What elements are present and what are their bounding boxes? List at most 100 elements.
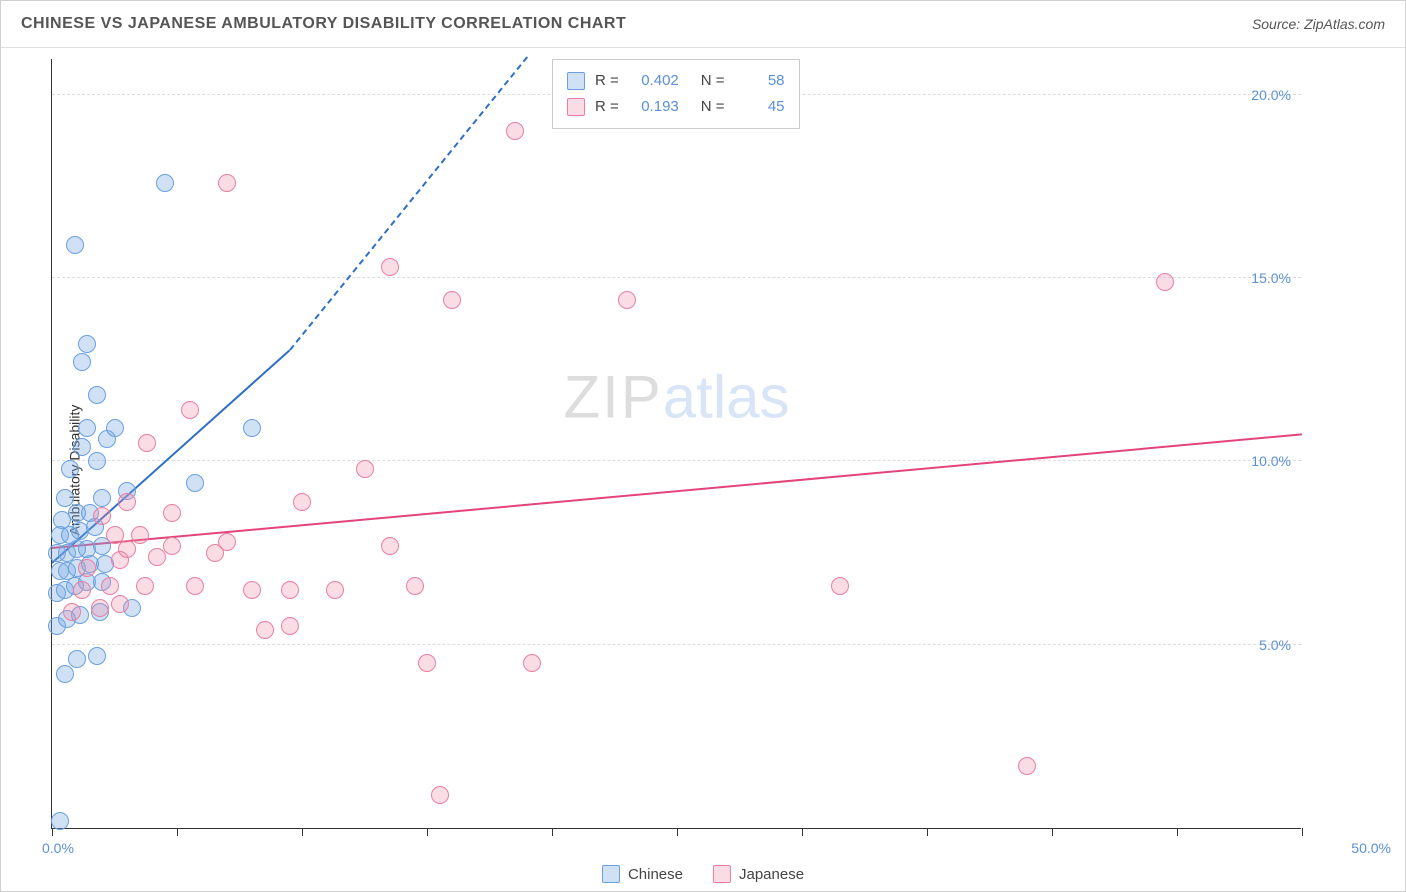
correlation-box: R = 0.402 N = 58 R = 0.193 N = 45 [552,59,800,129]
data-point [78,335,96,353]
data-point [91,599,109,617]
data-point [118,540,136,558]
data-point [131,526,149,544]
y-tick-label: 20.0% [1251,87,1291,103]
watermark-zip: ZIP [563,364,662,431]
x-tick [927,828,928,836]
x-tick-label-first: 0.0% [42,840,74,856]
data-point [163,537,181,555]
data-point [73,438,91,456]
data-point [88,452,106,470]
x-tick [427,828,428,836]
x-tick [552,828,553,836]
data-point [218,174,236,192]
swatch-icon [567,98,585,116]
x-tick [52,828,53,836]
legend: Chinese Japanese [602,865,804,883]
data-point [73,353,91,371]
x-tick [1177,828,1178,836]
data-point [243,419,261,437]
x-tick [802,828,803,836]
legend-label: Japanese [739,866,804,883]
legend-item-chinese: Chinese [602,865,683,883]
correlation-row: R = 0.402 N = 58 [567,68,785,94]
data-point [406,577,424,595]
chart-title: CHINESE VS JAPANESE AMBULATORY DISABILIT… [21,15,626,33]
x-tick [677,828,678,836]
y-tick-label: 10.0% [1251,453,1291,469]
data-point [56,489,74,507]
data-point [136,577,154,595]
data-point [78,419,96,437]
plot-area: ZIPatlas 5.0%10.0%15.0%20.0%0.0%50.0%R =… [51,59,1301,829]
data-point [181,401,199,419]
data-point [101,577,119,595]
n-label: N = [701,94,725,120]
source-label: Source: ZipAtlas.com [1252,16,1385,32]
data-point [78,559,96,577]
n-value: 45 [735,94,785,120]
data-point [111,595,129,613]
data-point [506,122,524,140]
data-point [61,460,79,478]
correlation-row: R = 0.193 N = 45 [567,94,785,120]
data-point [293,493,311,511]
gridline [52,277,1301,278]
chart-container: CHINESE VS JAPANESE AMBULATORY DISABILIT… [0,0,1406,892]
n-label: N = [701,68,725,94]
n-value: 58 [735,68,785,94]
data-point [93,489,111,507]
data-point [51,812,69,830]
r-label: R = [595,68,619,94]
data-point [88,386,106,404]
y-tick-label: 5.0% [1259,637,1291,653]
data-point [1018,757,1036,775]
trend-line [52,434,1302,550]
data-point [618,291,636,309]
data-point [381,258,399,276]
legend-item-japanese: Japanese [713,865,804,883]
gridline [52,460,1301,461]
data-point [281,581,299,599]
data-point [186,577,204,595]
gridline [52,644,1301,645]
x-tick [1302,828,1303,836]
data-point [326,581,344,599]
data-point [381,537,399,555]
data-point [66,236,84,254]
x-tick [1052,828,1053,836]
data-point [281,617,299,635]
data-point [186,474,204,492]
data-point [88,647,106,665]
data-point [163,504,181,522]
data-point [106,419,124,437]
data-point [68,650,86,668]
data-point [63,603,81,621]
data-point [148,548,166,566]
swatch-icon [713,865,731,883]
data-point [431,786,449,804]
data-point [443,291,461,309]
x-tick [177,828,178,836]
x-tick [302,828,303,836]
data-point [218,533,236,551]
header: CHINESE VS JAPANESE AMBULATORY DISABILIT… [1,1,1405,48]
data-point [73,581,91,599]
r-label: R = [595,94,619,120]
data-point [256,621,274,639]
r-value: 0.193 [629,94,679,120]
data-point [56,665,74,683]
swatch-icon [602,865,620,883]
swatch-icon [567,72,585,90]
x-tick-label-last: 50.0% [1351,840,1391,856]
watermark-atlas: atlas [663,364,790,431]
data-point [1156,273,1174,291]
r-value: 0.402 [629,68,679,94]
trend-line [289,56,528,351]
data-point [118,493,136,511]
data-point [138,434,156,452]
legend-label: Chinese [628,866,683,883]
data-point [523,654,541,672]
data-point [831,577,849,595]
watermark: ZIPatlas [563,363,789,432]
